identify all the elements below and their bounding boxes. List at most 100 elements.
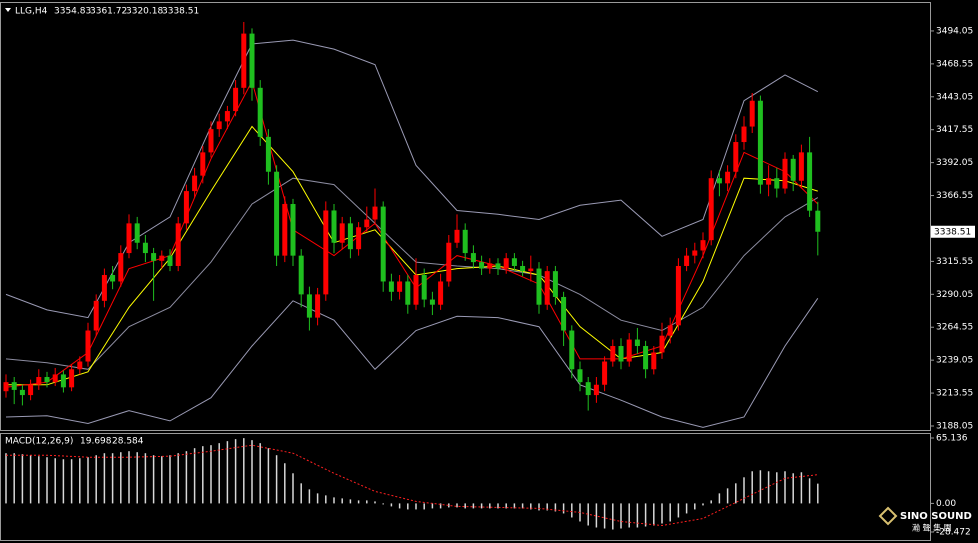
candle-body: [536, 268, 542, 305]
candle-body: [585, 382, 591, 396]
candle-body: [602, 361, 608, 385]
y-tick-label: 65.136: [936, 434, 968, 444]
candle-body: [774, 178, 780, 189]
candle-body: [93, 300, 99, 331]
candle-body: [626, 339, 632, 362]
candle-body: [249, 33, 255, 88]
candle-body: [290, 204, 296, 256]
candle-body: [700, 240, 706, 251]
candle-body: [454, 229, 460, 243]
candle-body: [142, 242, 148, 254]
macd-title: MACD(12,26,9): [5, 437, 73, 447]
candle-body: [634, 339, 640, 347]
candle-body: [28, 384, 34, 396]
symbol: LLG,H4: [15, 7, 48, 17]
candle-body: [741, 126, 747, 143]
candle-body: [183, 191, 189, 224]
y-tick-label: -28.472: [936, 528, 971, 538]
close-value: 3338.51: [162, 7, 199, 17]
candle-body: [356, 227, 362, 250]
candle-body: [60, 374, 66, 388]
candle-body: [438, 281, 444, 305]
y-tick-label: 3239.05: [936, 356, 973, 366]
y-tick-label: 3366.55: [936, 191, 973, 201]
low-value: 3320.18: [126, 7, 163, 17]
candle-body: [274, 171, 280, 256]
y-tick-label: 3443.05: [936, 92, 973, 102]
candle-body: [397, 281, 403, 292]
candle-body: [708, 178, 714, 241]
candle-body: [216, 121, 222, 130]
candle-body: [347, 223, 353, 250]
macd-panel-border: [0, 433, 931, 541]
y-tick-label: 3315.55: [936, 257, 973, 267]
candle-body: [643, 346, 649, 370]
candle-body: [520, 265, 526, 272]
candle-body: [487, 263, 493, 269]
candle-body: [208, 129, 214, 153]
candle-body: [766, 178, 772, 185]
candle-body: [151, 253, 157, 261]
candle-body: [667, 325, 673, 336]
candle-body: [807, 152, 813, 211]
candle-body: [503, 258, 509, 269]
candle-body: [618, 346, 624, 362]
candle-body: [462, 229, 468, 254]
candle-body: [446, 242, 452, 282]
candle-body: [331, 210, 337, 243]
candle-body: [610, 346, 616, 362]
price-label: 3338.51: [934, 227, 971, 237]
candle-body: [306, 294, 312, 318]
candle-body: [19, 389, 25, 396]
candle-body: [36, 377, 42, 385]
candle-body: [282, 204, 288, 256]
candle-body: [339, 223, 345, 243]
candle-body: [528, 268, 534, 272]
y-tick-label: 3392.05: [936, 158, 973, 168]
candle-body: [405, 281, 411, 305]
candle-body: [52, 374, 58, 383]
candle-body: [569, 330, 575, 370]
candle-body: [495, 263, 501, 269]
candle-body: [421, 275, 427, 300]
signal-line: [6, 444, 818, 527]
candle-body: [372, 206, 378, 220]
candle-body: [561, 296, 567, 331]
macd-value: 19.698: [80, 437, 112, 447]
candle-body: [265, 136, 271, 172]
candle-body: [593, 384, 599, 396]
y-tick-label: 3290.05: [936, 290, 973, 300]
candle-body: [675, 265, 681, 326]
y-tick-label: 0.00: [936, 499, 956, 509]
watermark-name: SINO SOUND: [900, 511, 972, 522]
candle-body: [429, 299, 435, 305]
menu-arrow: [5, 8, 11, 12]
candle-body: [69, 369, 75, 388]
candle-body: [3, 382, 9, 392]
candle-body: [552, 271, 558, 297]
candle-body: [323, 210, 329, 295]
y-tick-label: 3264.55: [936, 323, 973, 333]
candle-body: [241, 33, 247, 88]
candle-body: [413, 275, 419, 305]
candle-body: [716, 178, 722, 184]
candle-body: [380, 206, 386, 282]
candle-body: [733, 142, 739, 172]
candle-body: [110, 275, 116, 282]
candle-body: [479, 262, 485, 269]
candle-body: [315, 294, 321, 318]
candle-body: [388, 281, 394, 292]
y-tick-label: 3188.05: [936, 421, 973, 431]
candle-body: [815, 210, 821, 232]
candle-body: [134, 223, 140, 243]
candle-body: [544, 271, 550, 305]
candle-body: [192, 175, 198, 192]
candle-body: [782, 158, 788, 189]
candle-body: [298, 255, 304, 295]
overlay-line: [5, 298, 819, 428]
signal-value: 28.584: [112, 437, 144, 447]
candle-body: [577, 369, 583, 383]
candle-body: [659, 335, 665, 353]
